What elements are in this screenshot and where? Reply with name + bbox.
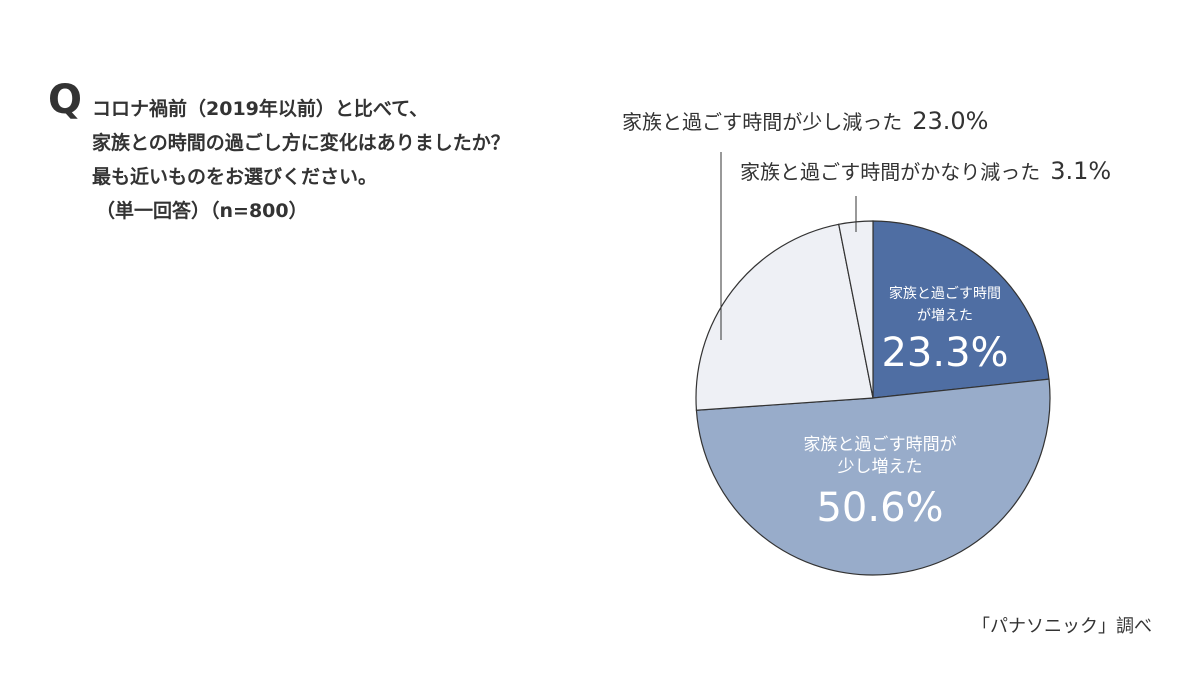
label-slightly-decreased: 家族と過ごす時間が少し減った 23.0% bbox=[622, 106, 988, 135]
question-line-1: コロナ禍前（2019年以前）と比べて、 bbox=[92, 98, 429, 120]
slice-slightly-increased-label-1: 家族と過ごす時間が bbox=[803, 435, 956, 455]
slice-slightly-increased-label-2: 少し増えた bbox=[838, 457, 923, 477]
label-greatly-decreased-text: 家族と過ごす時間がかなり減った bbox=[740, 160, 1041, 184]
slice-slightly-increased-pct: 50.6% bbox=[816, 485, 943, 531]
slice-slightly-decreased bbox=[695, 223, 874, 411]
question-line-4: （単一回答）（n=800） bbox=[96, 200, 308, 222]
label-greatly-decreased: 家族と過ごす時間がかなり減った 3.1% bbox=[740, 156, 1111, 185]
slice-increased-label-1: 家族と過ごす時間 bbox=[889, 285, 1001, 302]
question-line-3: 最も近いものをお選びください。 bbox=[92, 166, 378, 188]
slice-increased-label-2: が増えた bbox=[917, 308, 973, 324]
slice-increased bbox=[872, 220, 1050, 399]
label-slightly-decreased-pct: 23.0% bbox=[912, 107, 989, 135]
source-note: 「パナソニック」調べ bbox=[972, 616, 1152, 637]
slice-slightly-increased bbox=[695, 378, 1051, 576]
pie-slices bbox=[695, 220, 1051, 576]
label-greatly-decreased-pct: 3.1% bbox=[1050, 157, 1112, 185]
slice-increased-pct: 23.3% bbox=[881, 330, 1008, 376]
label-slightly-decreased-text: 家族と過ごす時間が少し減った bbox=[622, 110, 903, 134]
question-line-2: 家族との時間の過ごし方に変化はありましたか？ bbox=[92, 132, 510, 154]
question-text: コロナ禍前（2019年以前）と比べて、 家族との時間の過ごし方に変化はありました… bbox=[92, 92, 510, 228]
question-marker: Q bbox=[48, 77, 83, 123]
